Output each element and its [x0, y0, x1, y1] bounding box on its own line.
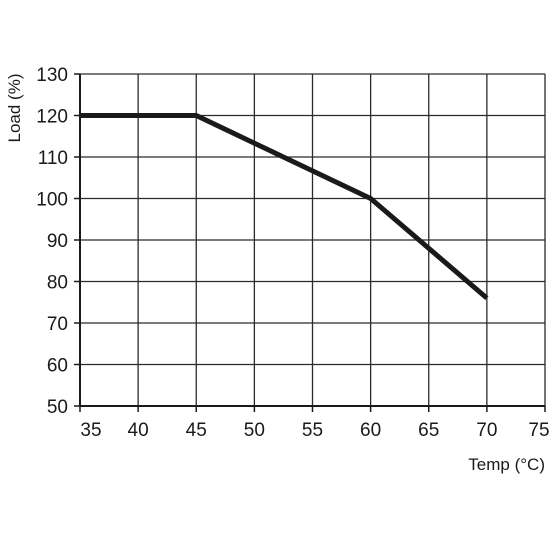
- x-tick-label: 60: [360, 420, 381, 441]
- y-tick-label: 120: [36, 107, 68, 128]
- x-axis-title: Temp (°C): [468, 455, 545, 474]
- y-tick-label: 80: [47, 273, 68, 294]
- y-tick-label: 90: [47, 231, 68, 252]
- series-line: [80, 113, 489, 300]
- x-tick-labels: 35 40 45 50 55 60 65 70 75: [80, 420, 549, 441]
- x-tick-label: 65: [418, 420, 439, 441]
- y-tick-label: 100: [36, 190, 68, 211]
- grid: [80, 73, 546, 406]
- x-tick-label: 40: [128, 420, 149, 441]
- x-tick-label: 70: [476, 420, 497, 441]
- x-tick-label: 50: [244, 420, 265, 441]
- axes: [74, 73, 546, 412]
- y-tick-labels: 50 60 70 80 90 100 110 120 130: [36, 65, 68, 418]
- y-tick-label: 50: [47, 397, 68, 418]
- y-tick-label: 130: [36, 65, 68, 86]
- x-tick-label: 75: [528, 420, 549, 441]
- y-axis-title: Load (%): [5, 74, 24, 143]
- y-tick-label: 70: [47, 314, 68, 335]
- x-tick-label: 35: [80, 420, 101, 441]
- y-tick-label: 110: [38, 148, 68, 169]
- x-tick-label: 45: [186, 420, 207, 441]
- x-tick-label: 55: [302, 420, 323, 441]
- y-tick-label: 60: [47, 356, 68, 377]
- series: [80, 113, 489, 300]
